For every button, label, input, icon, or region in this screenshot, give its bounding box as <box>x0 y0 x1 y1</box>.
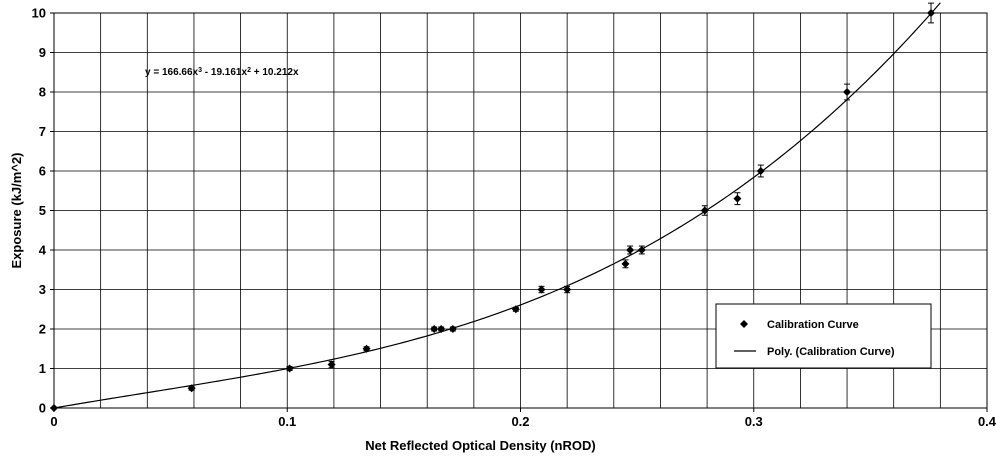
y-axis-label: Exposure (kJ/m^2) <box>9 153 24 269</box>
x-tick-label: 0.3 <box>745 414 763 429</box>
data-point <box>756 164 765 178</box>
y-tick-label: 9 <box>39 45 46 60</box>
y-tick-label: 4 <box>39 243 47 258</box>
data-point <box>511 305 520 314</box>
y-tick-label: 7 <box>39 124 46 139</box>
y-tick-label: 1 <box>39 361 46 376</box>
diamond-marker <box>700 206 709 215</box>
data-point <box>285 364 294 373</box>
data-point <box>626 245 635 255</box>
x-tick-label: 0.1 <box>278 414 296 429</box>
diamond-marker <box>637 246 646 254</box>
data-point <box>437 325 446 333</box>
legend-marker-diamond <box>740 320 748 328</box>
data-point <box>621 259 630 269</box>
diamond-marker <box>927 9 936 17</box>
diamond-marker <box>756 167 765 175</box>
diamond-marker <box>430 325 439 333</box>
data-point <box>563 285 572 294</box>
equation-label: y = 166.66x3 - 19.161x2 + 10.212x <box>145 67 299 79</box>
x-tick-label: 0 <box>50 414 57 429</box>
diamond-marker <box>621 259 630 268</box>
diamond-marker <box>437 325 446 333</box>
legend-entry-calibration-curve: Calibration Curve <box>767 319 859 331</box>
legend-entry-poly-fit: Poly. (Calibration Curve) <box>767 346 895 358</box>
x-tick-label: 0.2 <box>511 414 529 429</box>
legend: Calibration Curve Poly. (Calibration Cur… <box>715 303 932 369</box>
diamond-marker <box>563 285 572 294</box>
diamond-marker <box>285 364 294 373</box>
data-point <box>637 245 646 255</box>
y-tick-label: 10 <box>32 6 46 21</box>
diamond-marker <box>733 194 742 203</box>
data-point <box>843 83 852 101</box>
data-point <box>187 384 196 393</box>
data-point <box>327 360 336 369</box>
data-point <box>700 205 709 216</box>
diamond-marker <box>448 325 457 333</box>
data-point <box>448 325 457 333</box>
diamond-marker <box>187 384 196 393</box>
x-axis-label: Net Reflected Optical Density (nROD) <box>365 438 595 453</box>
diamond-marker <box>50 404 58 412</box>
data-point <box>537 285 546 294</box>
tick-labels: 0 0.1 0.2 0.3 0.4 0 1 2 3 4 5 6 7 8 9 10 <box>32 6 996 430</box>
data-point <box>430 325 439 333</box>
diamond-marker <box>362 344 371 353</box>
fit-line <box>53 2 941 409</box>
diamond-marker <box>511 305 520 314</box>
x-tick-label: 0.4 <box>978 414 996 429</box>
y-tick-label: 2 <box>39 322 46 337</box>
y-tick-label: 3 <box>39 282 46 297</box>
diamond-marker <box>626 246 635 254</box>
diamond-marker <box>537 285 546 294</box>
data-point <box>50 404 58 412</box>
data-point <box>733 192 742 206</box>
y-tick-label: 5 <box>39 203 46 218</box>
data-point <box>362 344 371 353</box>
diamond-marker <box>327 360 336 369</box>
data-point <box>927 2 936 24</box>
y-tick-label: 6 <box>39 164 46 179</box>
y-tick-label: 0 <box>39 401 46 416</box>
data-points <box>50 2 936 412</box>
diamond-marker <box>843 88 852 96</box>
y-tick-label: 8 <box>39 85 46 100</box>
legend-box <box>715 303 932 369</box>
